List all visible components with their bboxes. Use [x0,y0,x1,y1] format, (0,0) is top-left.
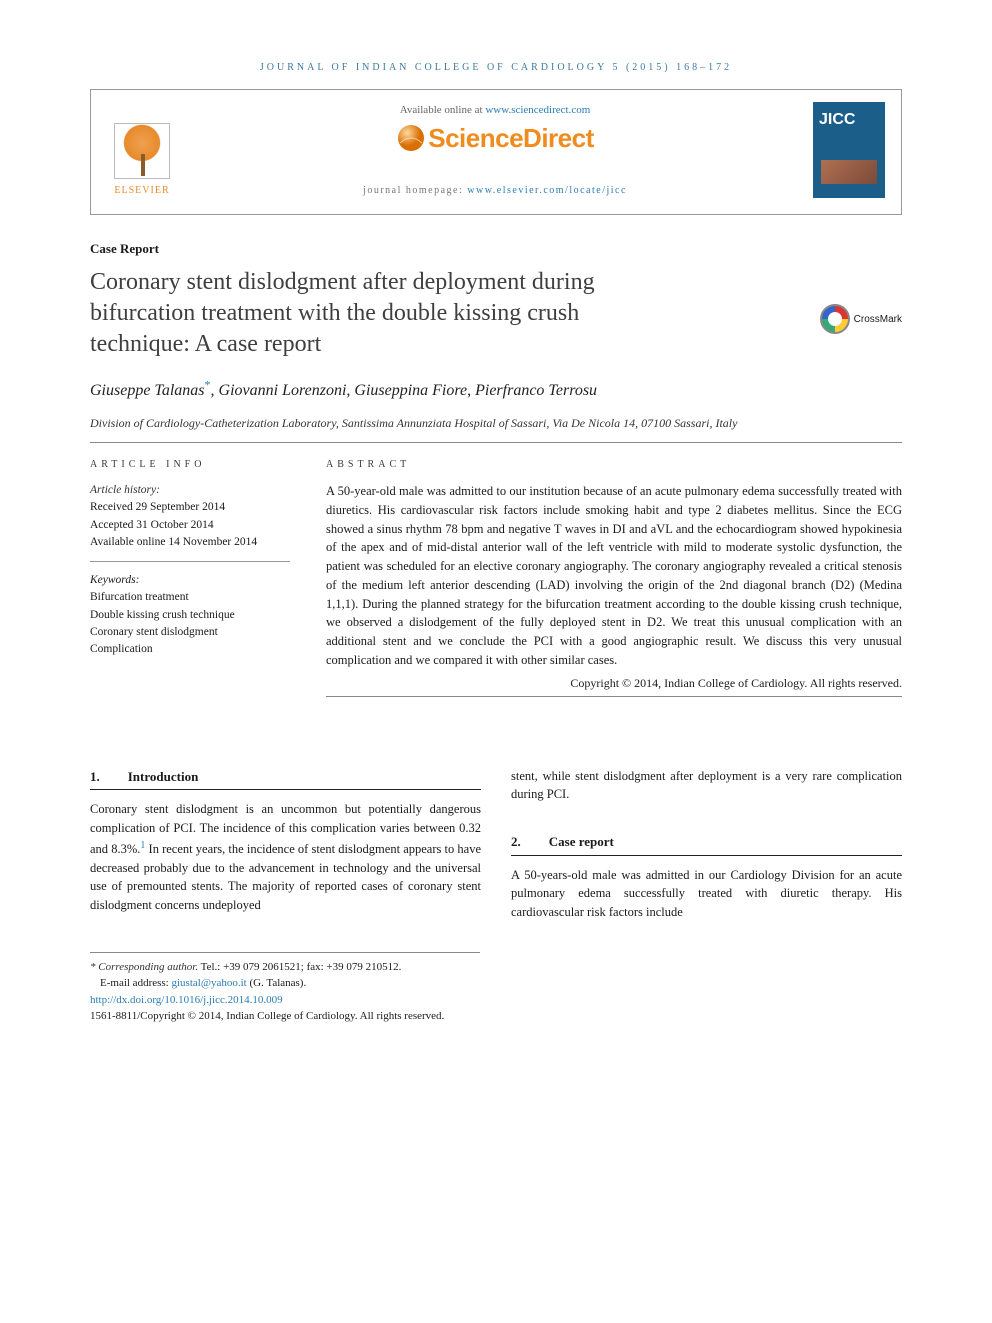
section-heading-2: 2. Case report [511,832,902,856]
corresponding-author: * Corresponding author. Tel.: +39 079 20… [90,959,480,976]
accepted-date: Accepted 31 October 2014 [90,517,290,534]
journal-running-head: JOURNAL OF INDIAN COLLEGE OF CARDIOLOGY … [90,60,902,75]
keyword: Coronary stent dislodgment [90,624,290,641]
crossmark-label: CrossMark [854,312,902,327]
author-email-link[interactable]: giustal@yahoo.it [171,977,246,989]
sciencedirect-ball-icon [396,123,426,153]
issn-copyright: 1561-8811/Copyright © 2014, Indian Colle… [90,1008,480,1025]
available-online-line: Available online at www.sciencedirect.co… [191,102,799,119]
masthead-center: Available online at www.sciencedirect.co… [191,102,799,198]
received-date: Received 29 September 2014 [90,499,290,516]
crossmark-icon [820,304,850,334]
email-label: E-mail address: [100,977,171,989]
article-footer: * Corresponding author. Tel.: +39 079 20… [90,952,480,1025]
corresponding-contact: Tel.: +39 079 2061521; fax: +39 079 2105… [198,961,401,973]
article-info-block: ARTICLE INFO Article history: Received 2… [90,457,290,697]
article-info-heading: ARTICLE INFO [90,457,290,472]
column-right: stent, while stent dislodgment after dep… [511,767,902,922]
email-author-paren: (G. Talanas). [247,977,307,989]
corresponding-star-icon: * [205,378,211,392]
homepage-prefix: journal homepage: [363,185,467,196]
journal-cover-thumbnail[interactable]: JICC [813,102,885,198]
available-prefix: Available online at [400,104,486,116]
section-number: 1. [90,767,100,787]
sciencedirect-url-link[interactable]: www.sciencedirect.com [485,104,590,116]
elsevier-tree-icon [114,123,170,179]
citation-ref-1[interactable]: 1 [140,840,145,851]
article-type-label: Case Report [90,239,902,259]
keywords-label: Keywords: [90,572,290,589]
divider [90,442,902,443]
section-title: Introduction [128,767,199,787]
elsevier-wordmark: ELSEVIER [114,183,169,198]
section-heading-1: 1. Introduction [90,767,481,791]
abstract-block: ABSTRACT A 50-year-old male was admitted… [326,457,902,697]
abstract-body: A 50-year-old male was admitted to our i… [326,482,902,670]
history-label: Article history: [90,482,290,499]
online-date: Available online 14 November 2014 [90,534,290,551]
article-body-columns: 1. Introduction Coronary stent dislodgme… [90,767,902,922]
journal-masthead: ELSEVIER Available online at www.science… [90,89,902,215]
crossmark-button[interactable]: CrossMark [820,304,902,334]
keyword: Complication [90,641,290,658]
column-left: 1. Introduction Coronary stent dislodgme… [90,767,481,922]
divider [326,696,902,697]
section-1-continuation: stent, while stent dislodgment after dep… [511,767,902,805]
journal-homepage-line: journal homepage: www.elsevier.com/locat… [191,183,799,198]
section-title: Case report [549,832,614,852]
corresponding-label: * Corresponding author. [90,961,198,973]
article-title: Coronary stent dislodgment after deploym… [90,267,680,361]
email-line: E-mail address: giustal@yahoo.it (G. Tal… [90,975,480,992]
article-history: Article history: Received 29 September 2… [90,482,290,562]
info-abstract-row: ARTICLE INFO Article history: Received 2… [90,457,902,697]
elsevier-logo[interactable]: ELSEVIER [107,102,177,198]
sciencedirect-logo[interactable]: ScienceDirect [191,119,799,158]
section-2-paragraph: A 50-years-old male was admitted in our … [511,866,902,922]
affiliation: Division of Cardiology-Catheterization L… [90,415,902,432]
keyword: Bifurcation treatment [90,589,290,606]
journal-homepage-link[interactable]: www.elsevier.com/locate/jicc [467,185,627,196]
sciencedirect-wordmark: ScienceDirect [428,123,593,153]
abstract-heading: ABSTRACT [326,457,902,472]
keyword: Double kissing crush technique [90,607,290,624]
author-list: Giuseppe Talanas*, Giovanni Lorenzoni, G… [90,376,902,403]
abstract-copyright: Copyright © 2014, Indian College of Card… [326,674,902,692]
doi-link[interactable]: http://dx.doi.org/10.1016/j.jicc.2014.10… [90,994,283,1006]
section-1-paragraph: Coronary stent dislodgment is an uncommo… [90,800,481,915]
section-number: 2. [511,832,521,852]
